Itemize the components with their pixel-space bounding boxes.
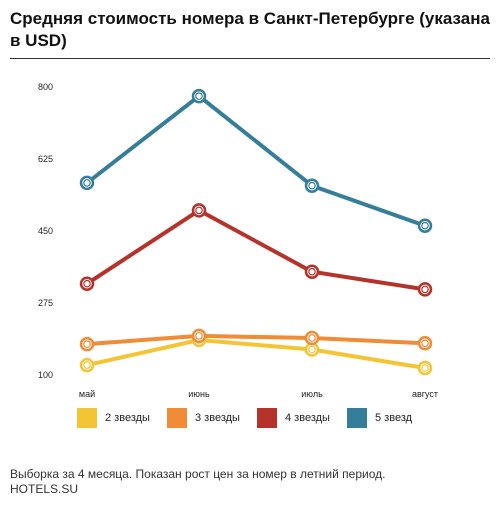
x-tick-label: июль [301, 389, 323, 399]
data-point-ring [308, 267, 316, 276]
data-point [417, 282, 433, 297]
series-line [85, 338, 427, 370]
data-point-ring [421, 285, 429, 294]
y-tick-label: 100 [38, 370, 53, 380]
data-point [304, 330, 320, 346]
x-tick-label: май [79, 389, 95, 399]
x-axis-ticks: май июнь июль август [79, 389, 438, 399]
series-points [79, 88, 433, 376]
data-point-ring [83, 179, 91, 187]
legend-label: 2 звезды [105, 412, 150, 424]
legend-label: 4 звезды [285, 412, 330, 424]
legend-swatch [257, 408, 277, 428]
chart-legend: 2 звезды 3 звезды 4 звезды 5 звезд [77, 407, 497, 429]
data-point [79, 175, 95, 191]
data-point [417, 360, 433, 376]
legend-swatch [77, 408, 97, 428]
data-point-ring [83, 279, 91, 288]
legend-label: 5 звезд [375, 412, 413, 424]
line-chart: 100 275 450 625 800 май июнь июль август [38, 82, 438, 399]
legend-label: 3 звезды [195, 412, 240, 424]
data-point-ring [308, 334, 316, 342]
series-line [85, 208, 427, 292]
data-point-ring [195, 332, 203, 340]
data-point [417, 336, 433, 351]
series-lines [85, 94, 427, 370]
chart-title: Средняя стоимость номера в Санкт-Петербу… [10, 9, 490, 50]
data-point-ring [83, 340, 91, 348]
y-axis-ticks: 100 275 450 625 800 [38, 82, 53, 380]
data-point [79, 357, 95, 373]
y-tick-label: 625 [38, 154, 53, 164]
y-tick-label: 450 [38, 226, 53, 236]
data-point [191, 88, 207, 104]
data-point [191, 203, 207, 218]
data-point-ring [421, 221, 429, 230]
footer-note: Выборка за 4 месяца. Показан рост цен за… [10, 467, 495, 497]
legend-item: 3 звезды [167, 407, 240, 429]
footer-source: HOTELS.SU [10, 482, 79, 496]
data-point [304, 342, 320, 357]
y-tick-label: 800 [38, 82, 53, 92]
data-point-ring [195, 206, 203, 215]
data-point-ring [195, 92, 203, 100]
y-tick-label: 275 [38, 298, 53, 308]
data-point [417, 218, 433, 233]
footer-description: Выборка за 4 месяца. Показан рост цен за… [10, 467, 386, 481]
title-divider [10, 58, 490, 59]
data-point [304, 264, 320, 279]
legend-item: 5 звезд [347, 407, 412, 429]
data-point [191, 328, 207, 344]
data-point-ring [308, 181, 316, 190]
legend-swatch [347, 408, 367, 428]
series-line [85, 94, 427, 228]
data-point [304, 178, 320, 193]
data-point [79, 336, 95, 352]
data-point-ring [308, 345, 316, 354]
data-point [79, 276, 95, 291]
legend-item: 2 звезды [77, 407, 150, 429]
x-tick-label: август [412, 389, 438, 399]
series-line [85, 333, 427, 347]
legend-swatch [167, 408, 187, 428]
data-point-ring [83, 361, 91, 369]
data-point-ring [421, 364, 429, 372]
legend-item: 4 звезды [257, 407, 330, 429]
x-tick-label: июнь [188, 389, 210, 399]
data-point-ring [421, 339, 429, 348]
